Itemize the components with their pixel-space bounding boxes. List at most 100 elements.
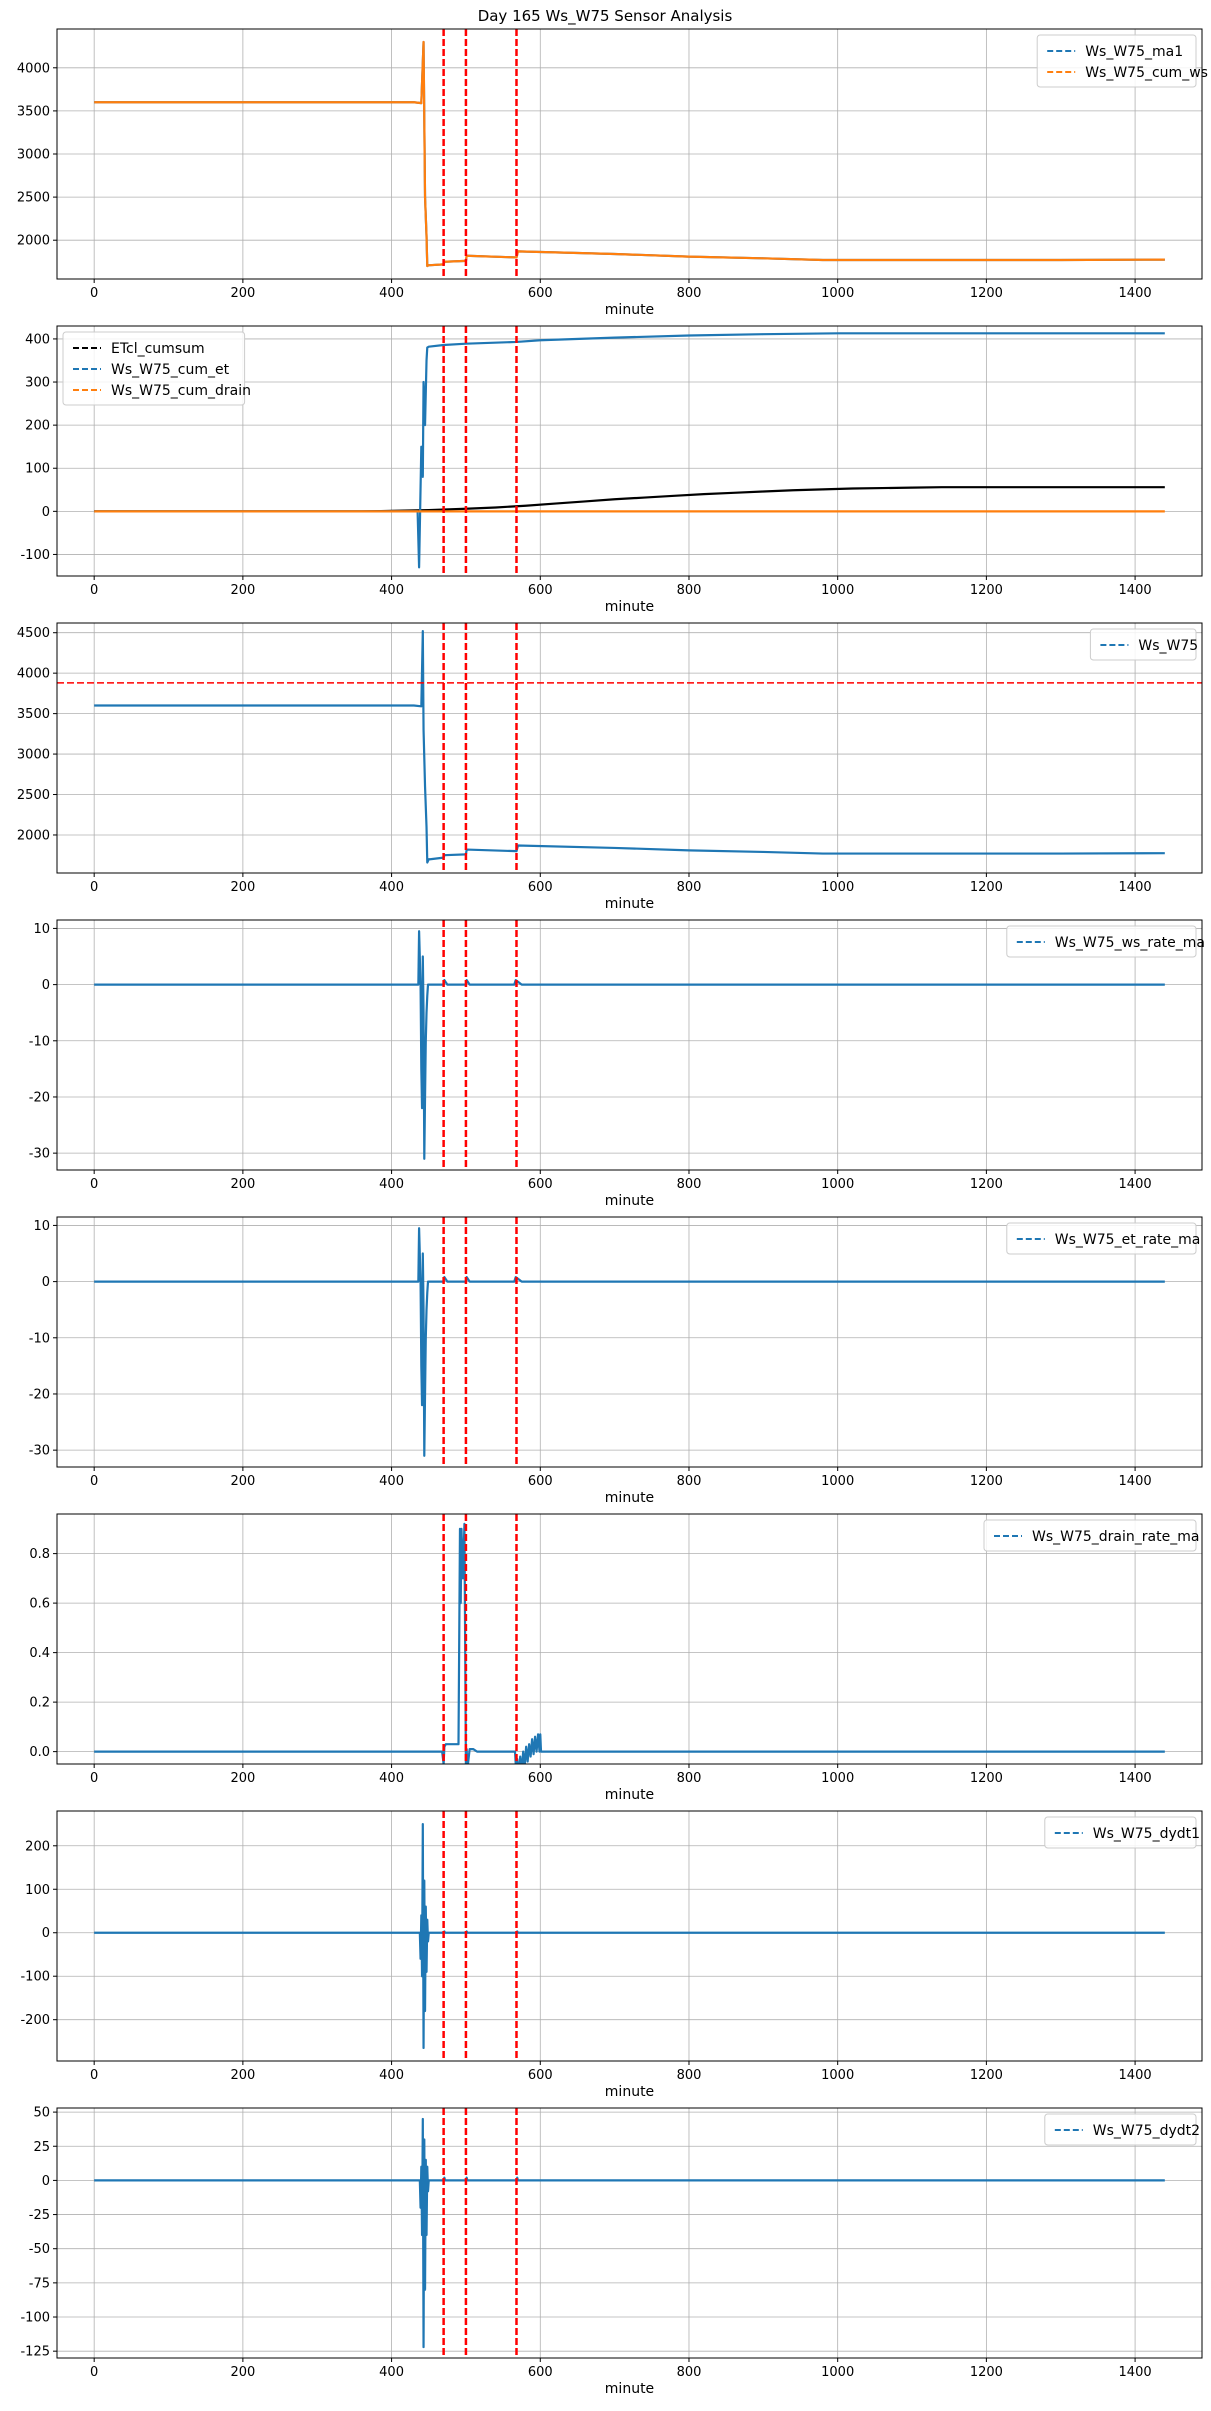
- y-tick-label: 3500: [17, 707, 50, 722]
- y-tick-label: -10: [29, 1331, 50, 1346]
- legend-entry-label: Ws_W75_drain_rate_ma: [1032, 1529, 1199, 1545]
- axes-frame: [56, 2107, 1203, 2359]
- x-tick-label: 600: [528, 1474, 553, 1489]
- legend: Ws_W75_dydt1: [1044, 1816, 1200, 1849]
- y-tick-label: -10: [29, 1034, 50, 1049]
- legend: ETcl_cumsum Ws_W75_cum_et Ws_W75_cum_drain: [62, 331, 251, 406]
- x-tick-label: 1000: [821, 1474, 854, 1489]
- x-tick-label: 600: [528, 286, 553, 301]
- y-tick-label: -20: [29, 1387, 50, 1402]
- x-tick-label: 400: [379, 1177, 404, 1192]
- x-tick-label: 1200: [970, 1474, 1003, 1489]
- x-tick-label: 400: [379, 880, 404, 895]
- x-axis-label: minute: [605, 1787, 654, 1803]
- x-tick-label: 400: [379, 1474, 404, 1489]
- x-axis-label: minute: [605, 1193, 654, 1209]
- x-tick-label: 1000: [821, 2068, 854, 2083]
- y-tick-label: 0.4: [29, 1646, 50, 1661]
- figure-title: Day 165 Ws_W75 Sensor Analysis: [478, 7, 733, 26]
- series-line-Ws_W75_cum_et: [94, 332, 1165, 569]
- y-tick-label: -100: [20, 2311, 50, 2326]
- x-tick-label: 0: [90, 1771, 98, 1786]
- y-tick-label: 0.6: [29, 1597, 50, 1612]
- x-tick-label: 200: [230, 286, 255, 301]
- y-tick-label: -25: [29, 2208, 50, 2223]
- x-tick-label: 600: [528, 880, 553, 895]
- legend: Ws_W75_dydt2: [1044, 2113, 1200, 2146]
- x-tick-label: 0: [90, 880, 98, 895]
- x-tick-label: 0: [90, 1474, 98, 1489]
- legend-box: [1089, 628, 1197, 661]
- x-tick-label: 200: [230, 1771, 255, 1786]
- x-tick-label: 800: [677, 583, 702, 598]
- legend-entry-label: Ws_W75_dydt2: [1093, 2123, 1200, 2139]
- series-line-Ws_W75: [94, 629, 1165, 864]
- x-tick-label: 0: [90, 286, 98, 301]
- plot-area: [94, 920, 1165, 1170]
- x-tick-label: 1400: [1119, 2365, 1152, 2380]
- x-tick-label: 800: [677, 286, 702, 301]
- plot-area: [94, 29, 1165, 279]
- y-tick-label: 2500: [17, 191, 50, 206]
- y-tick-label: 3000: [17, 748, 50, 763]
- x-tick-label: 600: [528, 2365, 553, 2380]
- chart-panel-8: 0 200 400 600 800 1000 1200 1400 -125 -100 -75 -50 -…: [20, 2106, 1203, 2397]
- x-tick-label: 0: [90, 583, 98, 598]
- x-tick-label: 200: [230, 2068, 255, 2083]
- x-tick-label: 1200: [970, 1177, 1003, 1192]
- plot-area: [94, 1811, 1165, 2061]
- x-tick-label: 1000: [821, 583, 854, 598]
- y-tick-label: 50: [33, 2106, 50, 2121]
- y-tick-label: 300: [25, 376, 50, 391]
- axes-frame: [56, 622, 1203, 874]
- x-tick-label: 600: [528, 1177, 553, 1192]
- x-tick-label: 1000: [821, 1771, 854, 1786]
- x-tick-label: 600: [528, 2068, 553, 2083]
- y-tick-label: -30: [29, 1444, 50, 1459]
- plot-area: [94, 1514, 1165, 1764]
- plot-area: [94, 1217, 1165, 1467]
- legend-entry-label: Ws_W75_ws_rate_ma: [1055, 935, 1205, 951]
- y-tick-label: 200: [25, 419, 50, 434]
- y-tick-label: -200: [20, 2013, 50, 2028]
- chart-panel-1: 0 200 400 600 800 1000 1200 1400 2000 2500 3000 350…: [17, 28, 1208, 318]
- legend: Ws_W75_ws_rate_ma: [1006, 925, 1205, 958]
- legend-box: [1036, 34, 1197, 88]
- x-tick-label: 0: [90, 1177, 98, 1192]
- y-tick-label: -125: [20, 2345, 50, 2360]
- legend-entry-label: Ws_W75: [1138, 638, 1198, 654]
- y-tick-label: 0: [42, 1275, 50, 1290]
- plot-area: [94, 326, 1165, 576]
- x-tick-label: 1400: [1119, 583, 1152, 598]
- axes-frame: [56, 1216, 1203, 1468]
- series-line-Ws_W75_dydt2: [94, 2117, 1165, 2349]
- y-tick-label: 100: [25, 1883, 50, 1898]
- axes-frame: [56, 1513, 1203, 1765]
- y-tick-label: 0.0: [29, 1745, 50, 1760]
- legend-box: [983, 1519, 1197, 1552]
- x-tick-label: 800: [677, 2365, 702, 2380]
- series-line-Ws_W75_dydt1: [94, 1822, 1165, 2050]
- y-tick-label: 200: [25, 1839, 50, 1854]
- x-tick-label: 1400: [1119, 880, 1152, 895]
- y-tick-label: -20: [29, 1090, 50, 1105]
- legend-box: [1006, 925, 1197, 958]
- y-tick-label: -75: [29, 2276, 50, 2291]
- x-tick-label: 200: [230, 1177, 255, 1192]
- x-tick-label: 1400: [1119, 1771, 1152, 1786]
- x-tick-label: 200: [230, 880, 255, 895]
- y-tick-label: 0: [42, 1926, 50, 1941]
- legend: Ws_W75_drain_rate_ma: [983, 1519, 1199, 1552]
- x-tick-label: 800: [677, 880, 702, 895]
- legend-entry-label: ETcl_cumsum: [111, 341, 205, 357]
- chart-panel-7: 0 200 400 600 800 1000 1200 1400 -200 -100 0 100 200…: [20, 1810, 1203, 2100]
- y-tick-label: 10: [33, 1219, 50, 1234]
- y-tick-label: 0.8: [29, 1547, 50, 1562]
- x-tick-label: 1200: [970, 1771, 1003, 1786]
- x-tick-label: 0: [90, 2365, 98, 2380]
- chart-panel-5: 0 200 400 600 800 1000 1200 1400 -30 -20 -10 0 10 min…: [29, 1216, 1203, 1506]
- legend-box: [1044, 2113, 1197, 2146]
- y-tick-label: 0: [42, 505, 50, 520]
- x-tick-label: 200: [230, 583, 255, 598]
